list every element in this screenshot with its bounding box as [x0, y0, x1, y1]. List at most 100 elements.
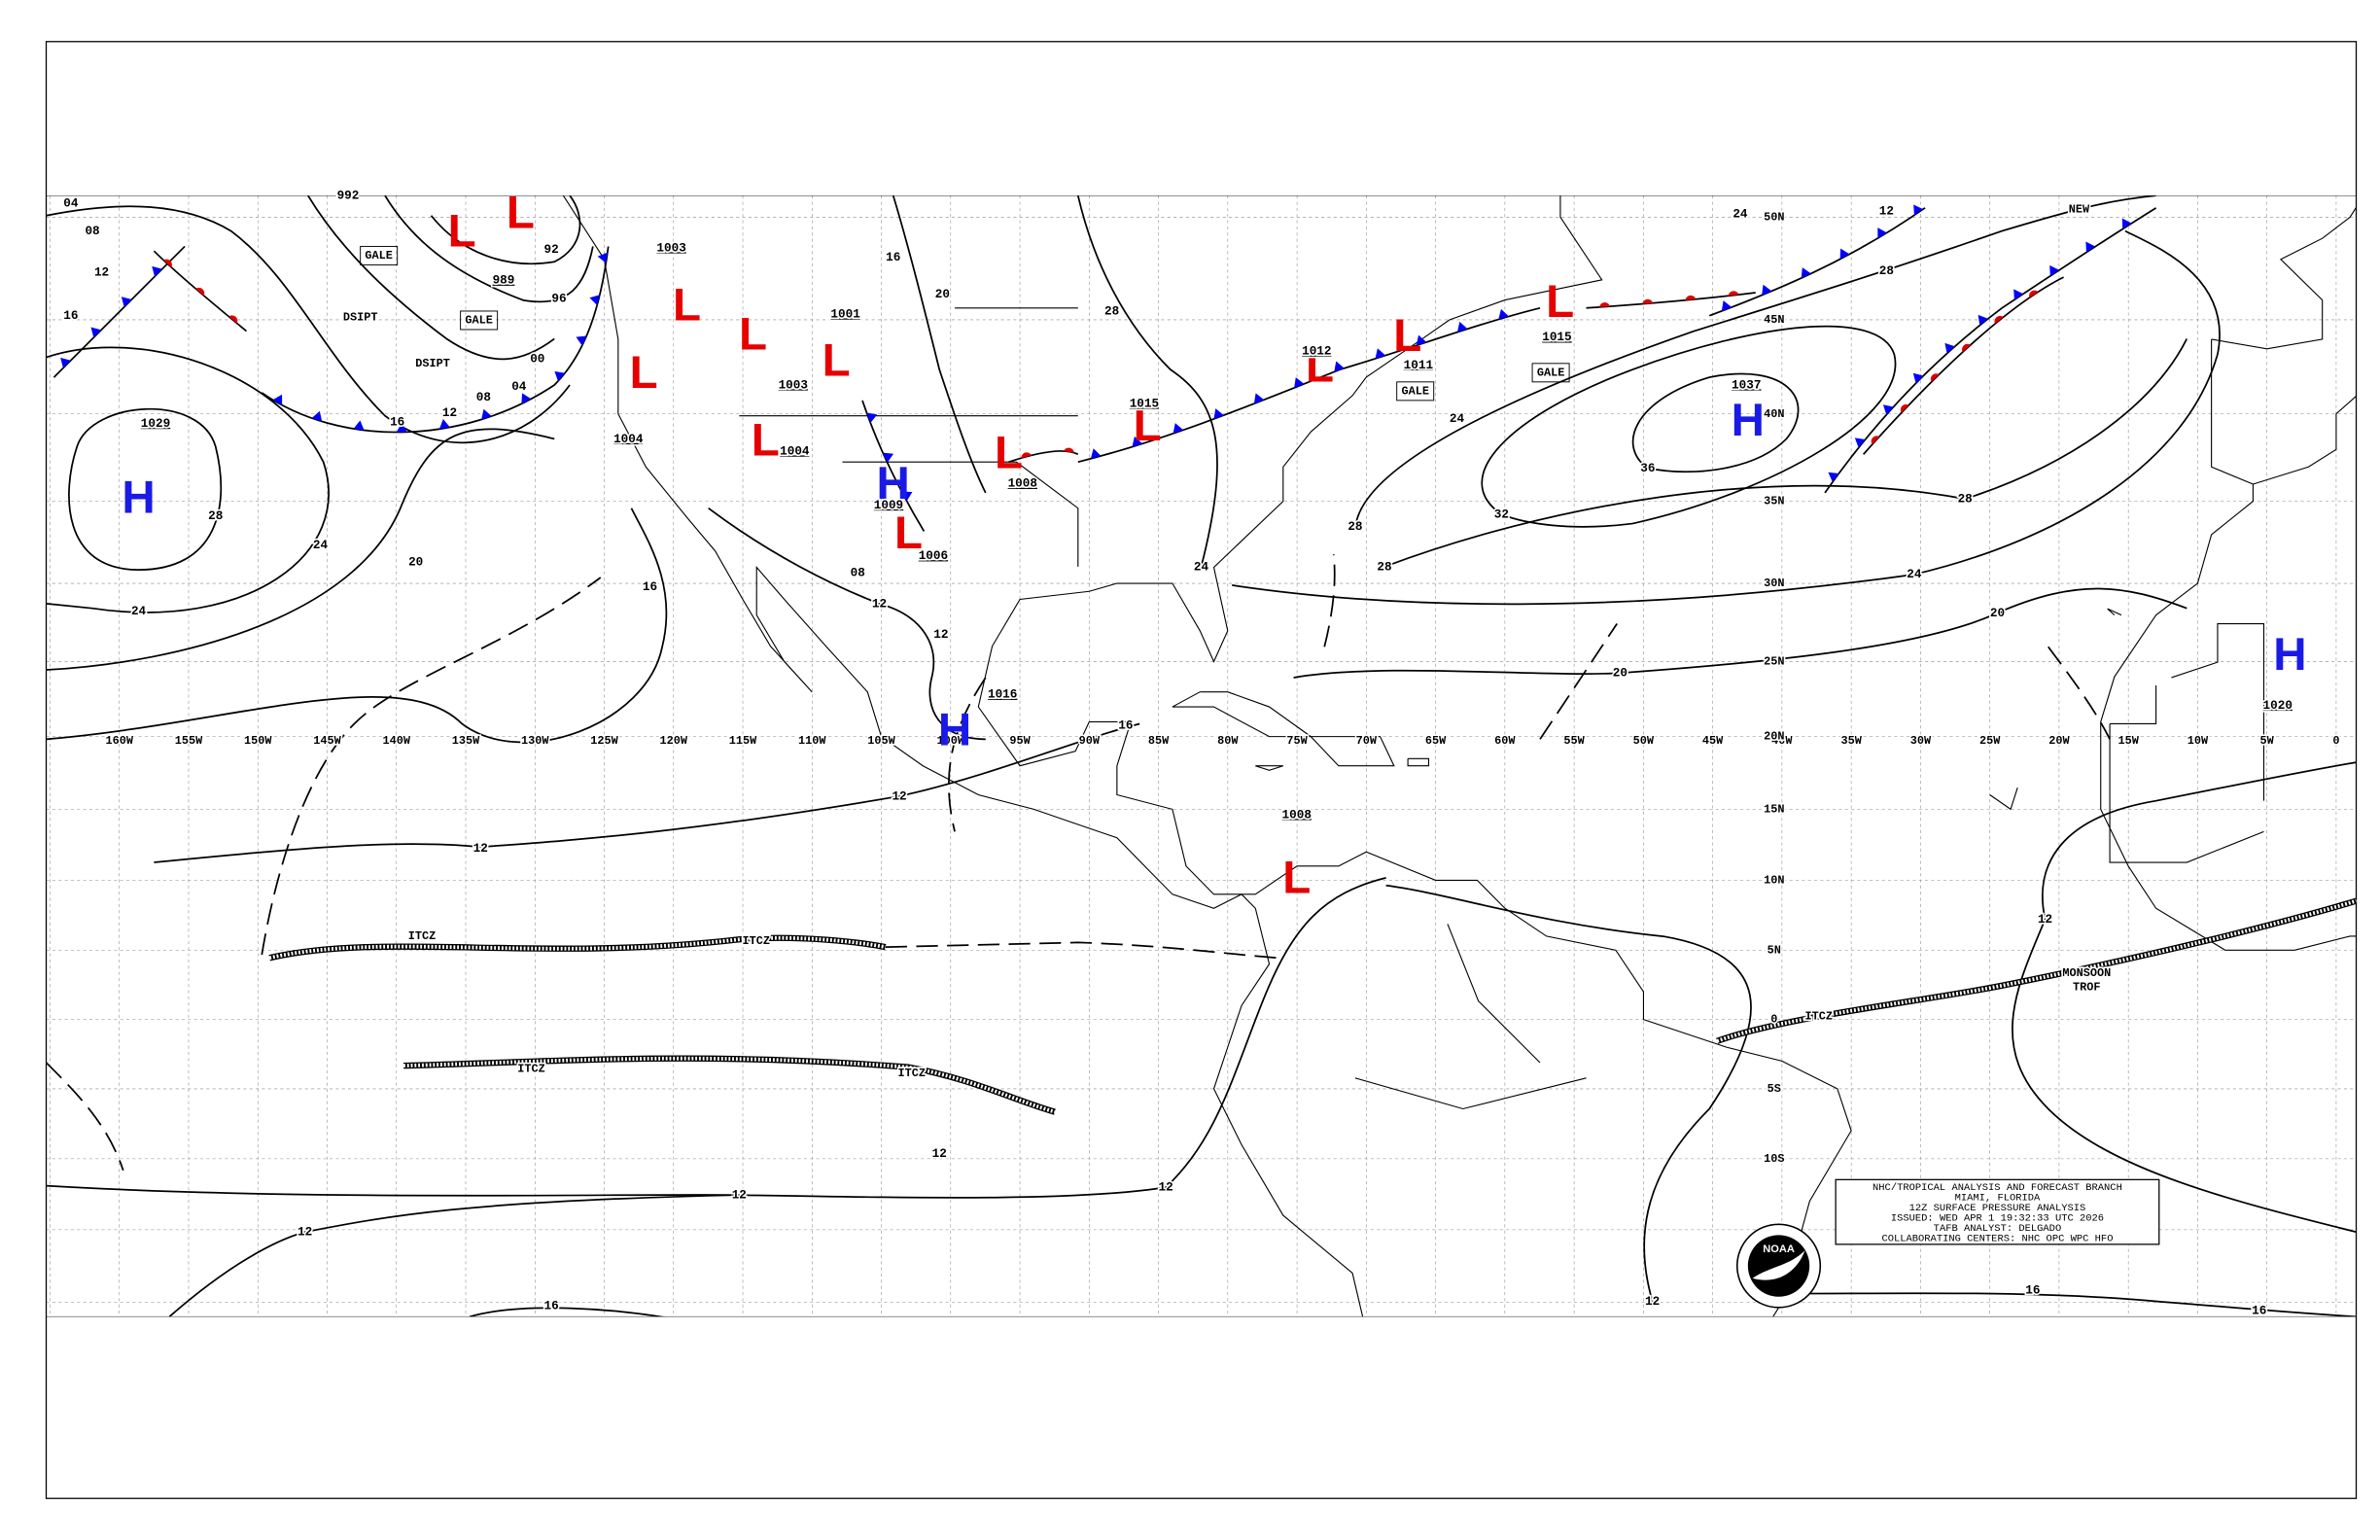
- warm-front-symbol: [1930, 373, 1940, 382]
- cold-front-symbol: [1172, 423, 1184, 434]
- isobars: [46, 195, 2357, 1317]
- isobar-label: 12: [1879, 203, 1894, 218]
- annotation: NEW: [2069, 203, 2090, 217]
- pressure-center-symbol: L: [822, 334, 851, 386]
- cold-front-symbol: [589, 295, 600, 306]
- central-pressure: 1012: [1302, 343, 1331, 358]
- pressure-center-symbol: L: [739, 308, 767, 360]
- coastline: [2211, 206, 2357, 350]
- fronts: [52, 204, 2157, 532]
- cold-front-symbol: [1877, 228, 1887, 239]
- isobar-label: 12: [94, 265, 109, 280]
- annotation-box: [1396, 381, 1435, 402]
- isobar-label: 08: [85, 224, 99, 238]
- longitude-label: 120W: [660, 734, 688, 748]
- central-pressure: 1029: [141, 416, 170, 431]
- central-pressure: 1003: [656, 240, 685, 255]
- pressure-center-symbol: L: [995, 427, 1023, 478]
- isobar-label: 12: [732, 1188, 747, 1203]
- annotation: GALE: [1537, 366, 1565, 379]
- itcz-hatch: [402, 1056, 1056, 1114]
- cold-front-symbol: [353, 420, 365, 431]
- pressure-center-symbol: L: [630, 347, 658, 399]
- latitude-label: 25N: [1764, 655, 1784, 669]
- isobar-label: 20: [1990, 606, 2005, 620]
- troughs: [46, 554, 2111, 1172]
- border: [1354, 1077, 1587, 1110]
- cold-front-symbol: [521, 393, 532, 404]
- annotation: GALE: [465, 314, 493, 328]
- cold-front-symbol: [60, 357, 71, 368]
- isobar-label: 92: [543, 242, 558, 257]
- isobar-label: 12: [932, 1146, 947, 1161]
- longitude-label: 160W: [105, 734, 133, 748]
- isobar-label: 20: [935, 287, 950, 301]
- cold-front-symbol: [576, 335, 587, 346]
- border: [2171, 622, 2265, 801]
- coastline: [2107, 608, 2122, 616]
- isobar-label: 12: [2038, 912, 2052, 927]
- cold-front-symbol: [1132, 436, 1143, 447]
- latitude-label: 45N: [1764, 313, 1784, 327]
- warm-front-symbol: [1685, 295, 1697, 300]
- noaa-logo-bird: [1752, 1250, 1805, 1280]
- central-pressure: 1004: [613, 432, 644, 446]
- cold-front-symbol: [1913, 204, 1924, 216]
- warm-front-symbol: [1063, 447, 1074, 453]
- longitude-label: 90W: [1079, 734, 1101, 748]
- longitude-label: 80W: [1217, 734, 1239, 748]
- coastline: [1989, 788, 2018, 811]
- latitude-label: 10N: [1764, 874, 1784, 888]
- isobar-label: 96: [551, 292, 566, 306]
- warm-front-symbol: [1871, 436, 1880, 445]
- cold-front-symbol: [2013, 289, 2024, 300]
- cold-front-symbol: [1882, 404, 1894, 415]
- cold-front-symbol: [2121, 218, 2132, 229]
- coastline: [1172, 691, 1313, 738]
- longitude-label: 145W: [313, 734, 341, 748]
- longitude-label: 75W: [1286, 734, 1308, 748]
- cold-front-symbol: [2085, 241, 2096, 253]
- cold-front-symbol: [554, 370, 566, 382]
- cold-front-symbol: [481, 408, 492, 420]
- isobar-label: 16: [390, 414, 404, 429]
- longitude-label: 15W: [2118, 734, 2139, 748]
- info-line: NHC/TROPICAL ANALYSIS AND FORECAST BRANC…: [1872, 1182, 2122, 1194]
- cold-front-symbol: [1762, 284, 1772, 296]
- central-pressure: 1001: [830, 306, 860, 321]
- cold-front-symbol: [1334, 361, 1345, 372]
- central-pressure: 1016: [988, 687, 1017, 702]
- longitude-label: 95W: [1009, 734, 1031, 748]
- annotation-box: [460, 310, 499, 331]
- isobar-label: 24: [313, 538, 329, 552]
- info-line: ISSUED: WED APR 1 19:32:33 UTC 2026: [1891, 1212, 2104, 1224]
- cold-front-symbol: [90, 327, 102, 338]
- pressure-center-symbol: L: [752, 415, 780, 467]
- longitude-label: 130W: [521, 734, 549, 748]
- coastline: [977, 195, 1603, 767]
- pressure-center-symbol: L: [673, 279, 701, 331]
- annotation: TROF: [2073, 980, 2101, 994]
- longitude-label: 30W: [1910, 734, 1932, 748]
- coastlines: [562, 195, 2357, 1317]
- isobar-label: 28: [208, 508, 223, 523]
- cold-front-symbol: [121, 297, 132, 307]
- latitude-label: 5N: [1768, 943, 1781, 957]
- cold-front-symbol: [1912, 372, 1924, 384]
- longitude-label: 65W: [1425, 734, 1447, 748]
- isobar-label: 16: [543, 1299, 558, 1313]
- page-border: [45, 41, 2358, 1499]
- cold-front-symbol: [1253, 393, 1265, 404]
- pressure-center-symbol: L: [1134, 400, 1162, 451]
- warm-front-symbol: [1994, 315, 2004, 325]
- isobar-label: 36: [1640, 461, 1655, 475]
- longitude-label: 70W: [1356, 734, 1378, 748]
- noaa-logo: [1747, 1235, 1810, 1297]
- annotation: GALE: [365, 249, 393, 262]
- cold-front-symbol: [1721, 300, 1732, 311]
- info-line: 12Z SURFACE PRESSURE ANALYSIS: [1909, 1203, 2086, 1214]
- coastline: [562, 195, 1364, 1317]
- cold-front: [1824, 207, 2157, 494]
- isobar-label: 16: [2252, 1303, 2266, 1317]
